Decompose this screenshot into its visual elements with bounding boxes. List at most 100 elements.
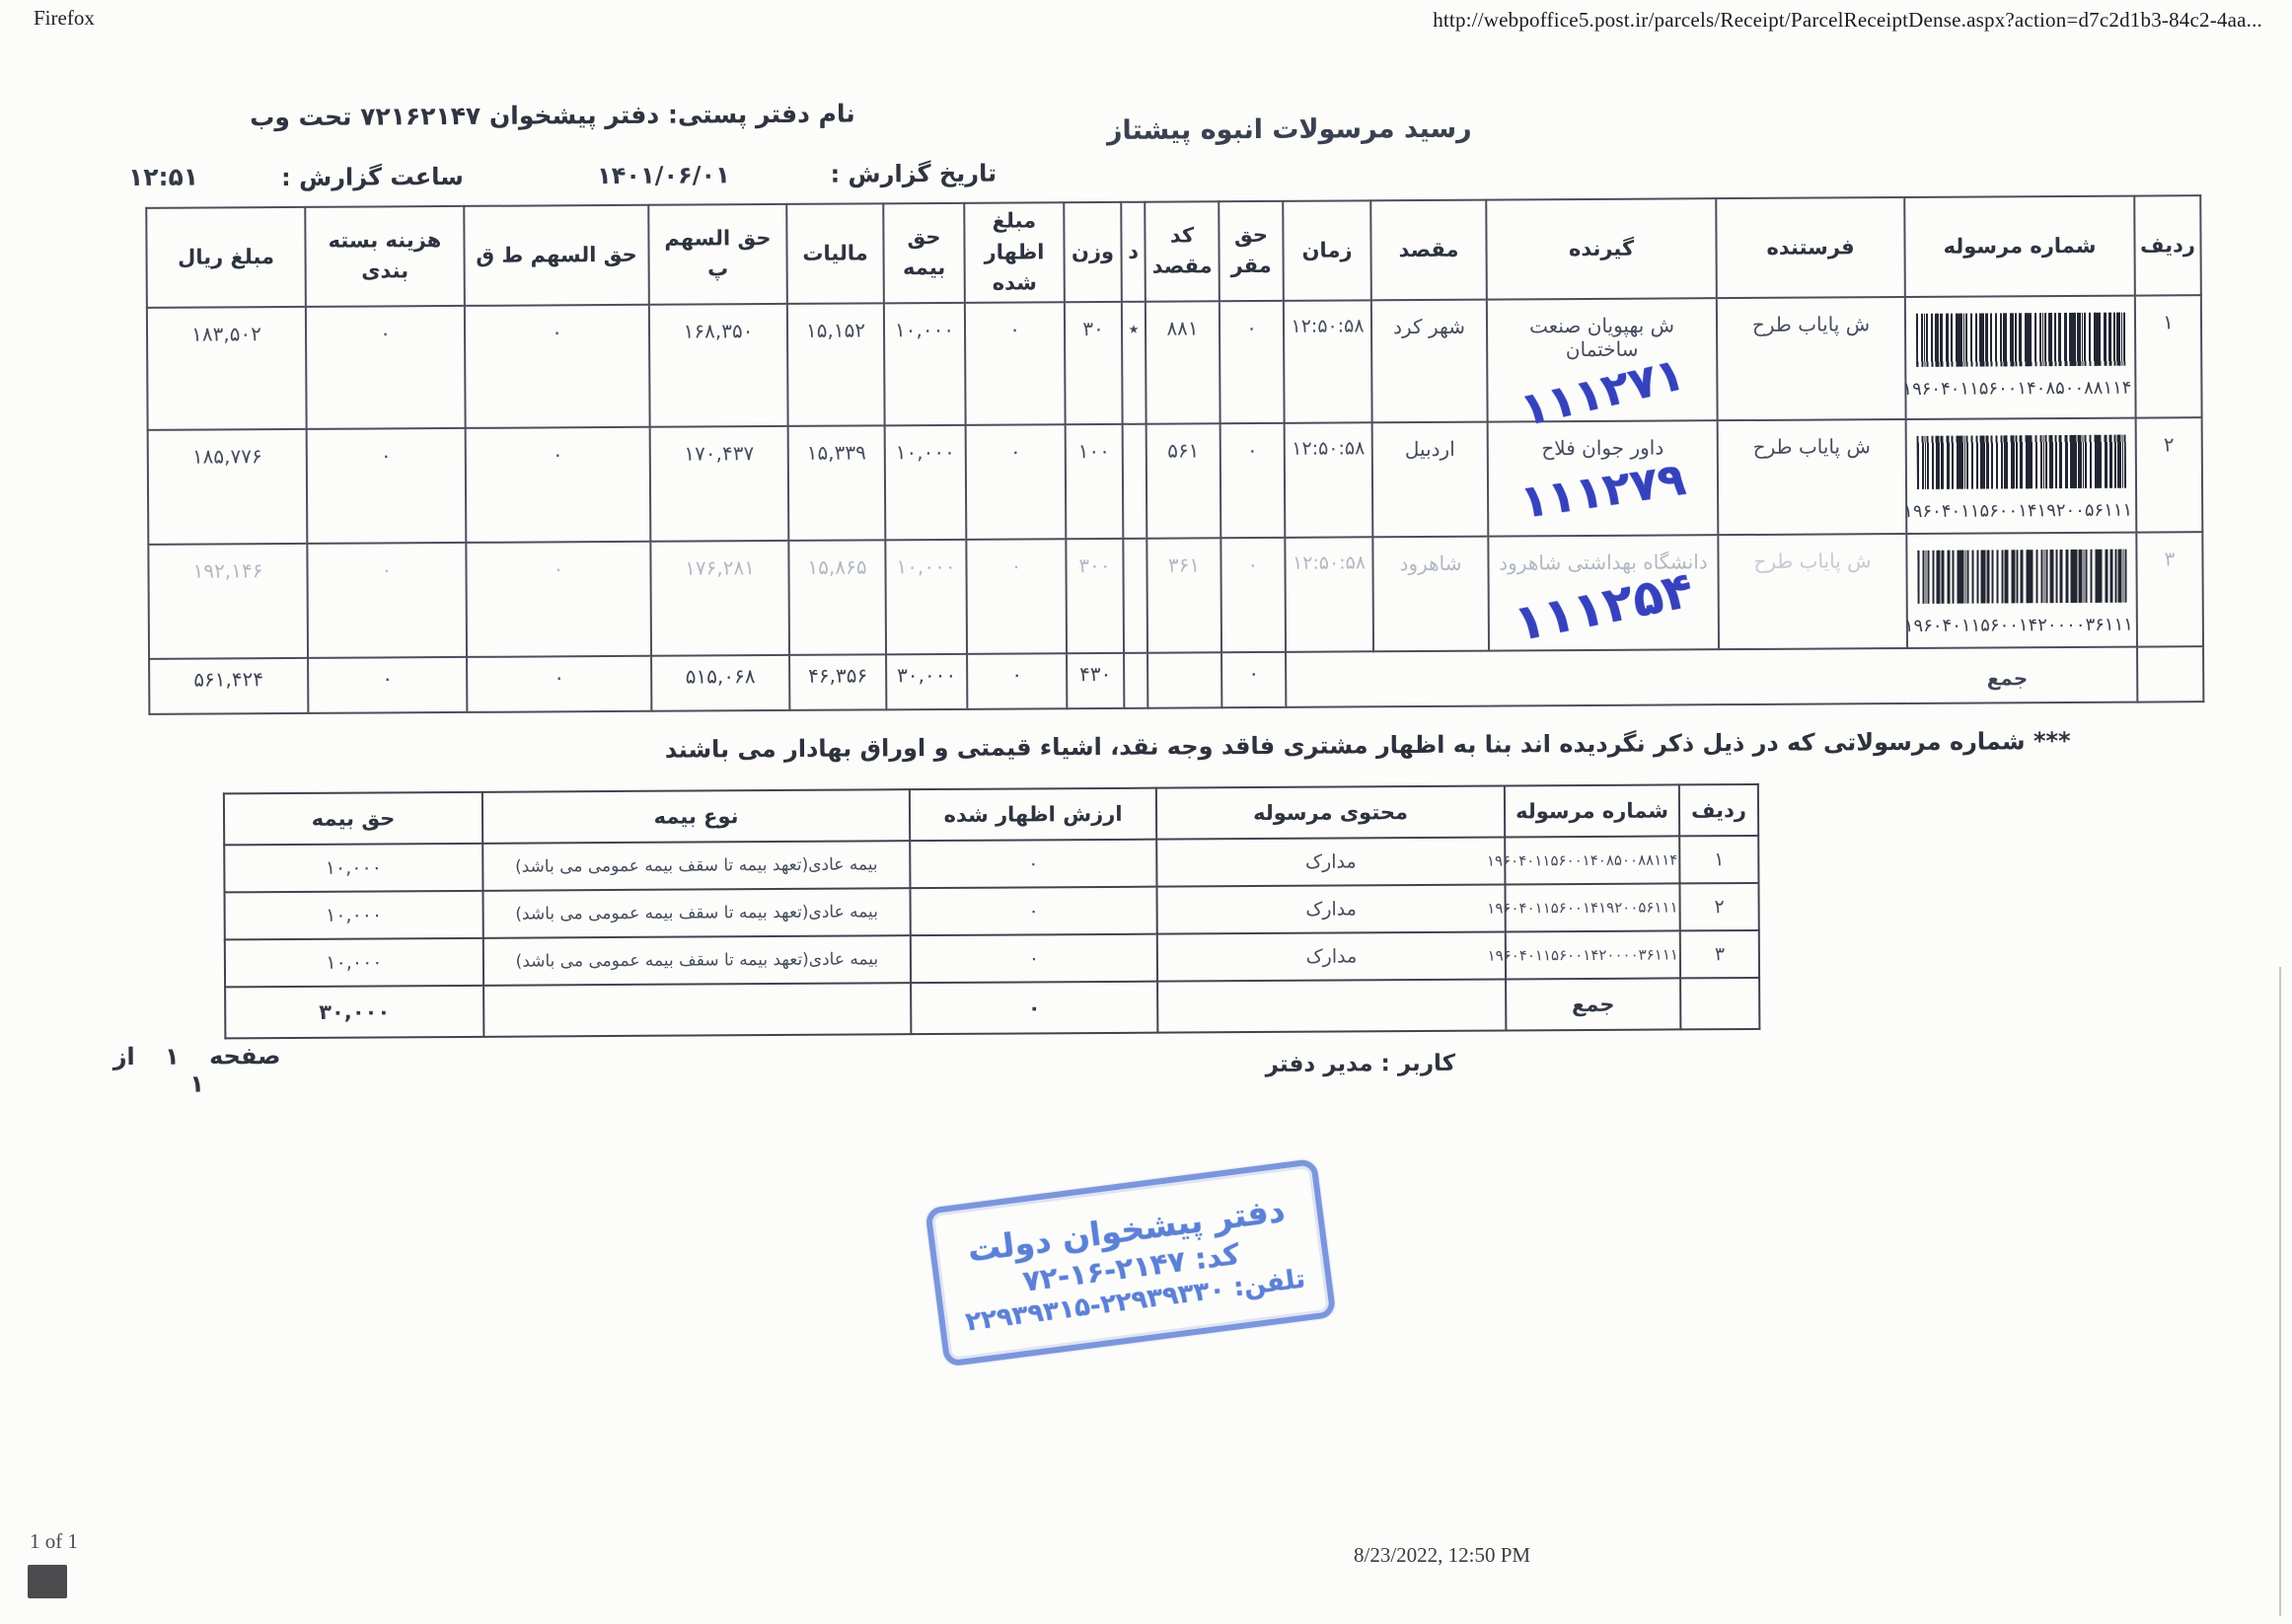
- content-cell: مدارک: [1156, 837, 1506, 887]
- col-d: د: [1121, 201, 1146, 302]
- office-stamp: دفتر پیشخوان دولت کد: ۲۱۴۷-۱۶-۷۲ تلفن: ۲…: [924, 1157, 1337, 1367]
- declared-value-cell: ۰: [965, 423, 1067, 540]
- insurance-type-cell: بیمه عادی(تعهد بیمه تا سقف بیمه عمومی می…: [482, 935, 912, 986]
- col-content: محتوی مرسوله: [1155, 785, 1506, 840]
- col-declared-value: ارزش اظهار شده: [909, 787, 1157, 842]
- weight-cell: ۳۰۰: [1066, 538, 1125, 653]
- parcel-number-cell: ۱۹۶۰۴۰۱۱۵۶۰۰۱۴۲۰۰۰۰۳۶۱۱۱: [1903, 532, 2138, 648]
- handwritten-number: ۱۱۱۲۷۹: [1516, 451, 1689, 529]
- parcels-sum-row: جمع ۰ ۴۳۰ ۰ ۳۰,۰۰۰ ۴۶,۳۵۶ ۵۱۵,۰۶۸ ۰ ۰ ۵۶…: [149, 645, 2204, 714]
- report-time-value: ۱۲:۵۱: [127, 162, 199, 192]
- col-sender: فرستنده: [1716, 197, 1905, 298]
- radif-empty: [1680, 977, 1760, 1030]
- destination-cell: اردبیل: [1371, 421, 1489, 537]
- barcode-number: ۱۹۶۰۴۰۱۱۵۶۰۰۱۴۲۰۰۰۰۳۶۱۱۱: [1903, 614, 2133, 636]
- share-tq-sum: ۰: [467, 655, 652, 712]
- insurance-table-header-row: ردیف شماره مرسوله محتوی مرسوله ارزش اظها…: [223, 783, 1759, 846]
- weight-cell: ۱۰۰: [1065, 423, 1124, 539]
- report-title: رسید مرسولات انبوه پیشتاز: [1106, 112, 1472, 146]
- dest-code-cell: ۸۸۱: [1145, 300, 1220, 424]
- sender-cell: ش پایاب طرح: [1717, 418, 1907, 535]
- weight-cell: ۳۰: [1064, 301, 1123, 424]
- report-date-label: تاریخ گزارش :: [830, 159, 998, 188]
- parcels-table: ردیف شماره مرسوله فرستنده گیرنده مقصد زم…: [145, 194, 2204, 714]
- radif: ۱: [1679, 835, 1759, 884]
- share-tq-cell: ۰: [466, 541, 652, 657]
- declared-value-cell: ۰: [964, 301, 1066, 425]
- barcode-image: [1916, 434, 2126, 489]
- radif: ۲: [1679, 882, 1759, 931]
- base-fee-cell: ۰: [1220, 422, 1286, 538]
- col-radif: ردیف: [2134, 195, 2201, 296]
- col-declared-value: مبلغ اظهار شده: [964, 202, 1065, 303]
- share-tq-cell: ۰: [464, 304, 650, 428]
- base-fee-sum: ۰: [1221, 651, 1287, 707]
- base-fee-cell: ۰: [1219, 300, 1285, 423]
- destination-cell: شهر کرد: [1370, 299, 1488, 422]
- packing-cost-cell: ۰: [307, 542, 468, 658]
- share-p-cell: ۱۷۰,۴۳۷: [649, 425, 789, 542]
- insurance-sum-row: جمع ۰ ۳۰,۰۰۰: [225, 977, 1760, 1039]
- col-base-fee: حق مقر: [1219, 200, 1284, 301]
- insurance-fee-cell: ۱۰,۰۰۰: [885, 539, 968, 654]
- col-insurance-fee: حق بیمه: [883, 202, 965, 303]
- dest-code-empty: [1147, 651, 1222, 708]
- parcel-row-1: ۱ ۱۹۶۰۴۰۱۱۵۶۰۰۱۴۰۸۵۰۰۸۸۱۱۴ ش پایاب طرح ش…: [146, 294, 2202, 436]
- tax-cell: ۱۵,۱۵۲: [786, 302, 885, 426]
- packing-cost-sum: ۰: [308, 656, 468, 713]
- barcode-number: ۱۹۶۰۴۰۱۱۵۶۰۰۱۴۱۹۲۰۰۵۶۱۱۱: [1903, 499, 2133, 522]
- d-flag-cell: [1122, 423, 1147, 539]
- parcel-number: ۱۹۶۰۴۰۱۱۵۶۰۰۱۴۰۸۵۰۰۸۸۱۱۴: [1487, 836, 1680, 885]
- insurance-fee-cell: ۱۰,۰۰۰: [224, 843, 483, 893]
- insurance-type-cell: بیمه عادی(تعهد بیمه تا سقف بیمه عمومی می…: [482, 841, 911, 891]
- share-tq-cell: ۰: [465, 426, 651, 543]
- page-url: http://webpoffice5.post.ir/parcels/Recei…: [1433, 8, 2262, 32]
- declared-value-cell: ۰: [910, 839, 1157, 889]
- destination-cell: شاهرود: [1372, 536, 1490, 651]
- declared-value-sum: ۰: [911, 981, 1158, 1035]
- amount-rial-cell: ۱۸۵,۷۷۶: [147, 428, 308, 545]
- insurance-table: ردیف شماره مرسوله محتوی مرسوله ارزش اظها…: [223, 783, 1760, 1040]
- dest-code-cell: ۳۶۱: [1146, 537, 1222, 653]
- col-tax: مالیات: [786, 203, 884, 304]
- col-share-tq: حق السهم ط ق: [464, 204, 649, 306]
- col-receiver: گیرنده: [1486, 198, 1717, 300]
- parcel-number-cell: ۱۹۶۰۴۰۱۱۵۶۰۰۱۴۱۹۲۰۰۵۶۱۱۱: [1903, 417, 2137, 534]
- content-cell: مدارک: [1156, 931, 1507, 982]
- share-p-sum: ۵۱۵,۰۶۸: [651, 654, 790, 711]
- time-cell: ۱۲:۵۰:۵۸: [1283, 299, 1372, 423]
- radif-empty: [2137, 645, 2204, 702]
- browser-app-label: Firefox: [34, 6, 95, 30]
- declared-value-sum: ۰: [967, 652, 1068, 709]
- office-name-line: نام دفتر پستی: دفتر پیشخوان ۷۲۱۶۲۱۴۷ تحت…: [250, 99, 855, 132]
- weight-sum: ۴۳۰: [1067, 652, 1125, 708]
- barcode-number: ۱۹۶۰۴۰۱۱۵۶۰۰۱۴۰۸۵۰۰۸۸۱۱۴: [1902, 377, 2132, 400]
- col-parcel-number: شماره مرسوله: [1904, 195, 2135, 297]
- insurance-type-cell: بیمه عادی(تعهد بیمه تا سقف بیمه عمومی می…: [482, 888, 911, 938]
- radif: ۱: [2134, 294, 2202, 418]
- report-date-value: ۱۴۰۱/۰۶/۰۱: [596, 161, 730, 190]
- receiver-cell: دانشگاه بهداشتی شاهرود ۱۱۱۲۵۴: [1488, 534, 1720, 652]
- amount-rial-sum: ۵۶۱,۴۲۴: [149, 657, 309, 714]
- col-amount-rial: مبلغ ریال: [146, 206, 306, 308]
- insurance-fee-cell: ۱۰,۰۰۰: [224, 937, 484, 988]
- share-p-cell: ۱۷۶,۲۸۱: [650, 540, 790, 656]
- parcel-number-cell: ۱۹۶۰۴۰۱۱۵۶۰۰۱۴۰۸۵۰۰۸۸۱۱۴: [1902, 295, 2136, 419]
- scan-edge-line: [2279, 967, 2281, 1616]
- col-destination: مقصد: [1370, 199, 1487, 300]
- d-empty: [1124, 652, 1148, 708]
- parcel-row-2: ۲ ۱۹۶۰۴۰۱۱۵۶۰۰۱۴۱۹۲۰۰۵۶۱۱۱ ش پایاب طرح د…: [147, 416, 2203, 545]
- barcode-image: [1916, 549, 2127, 604]
- declared-value-cell: ۰: [910, 933, 1158, 984]
- insurance-fee-sum: ۳۰,۰۰۰: [225, 985, 484, 1039]
- content-empty: [1157, 979, 1507, 1033]
- scan-corner-artifact: [28, 1565, 67, 1598]
- report-time-label: ساعت گزارش :: [280, 162, 464, 192]
- sum-label: جمع: [1506, 978, 1681, 1031]
- no-valuables-note: *** شماره مرسولاتی که در ذیل ذکر نگردیده…: [664, 726, 2071, 764]
- barcode-image: [1915, 312, 2125, 367]
- radif: ۳: [1679, 929, 1760, 979]
- insurance-type-empty: [483, 983, 912, 1037]
- radif: ۳: [2136, 531, 2204, 647]
